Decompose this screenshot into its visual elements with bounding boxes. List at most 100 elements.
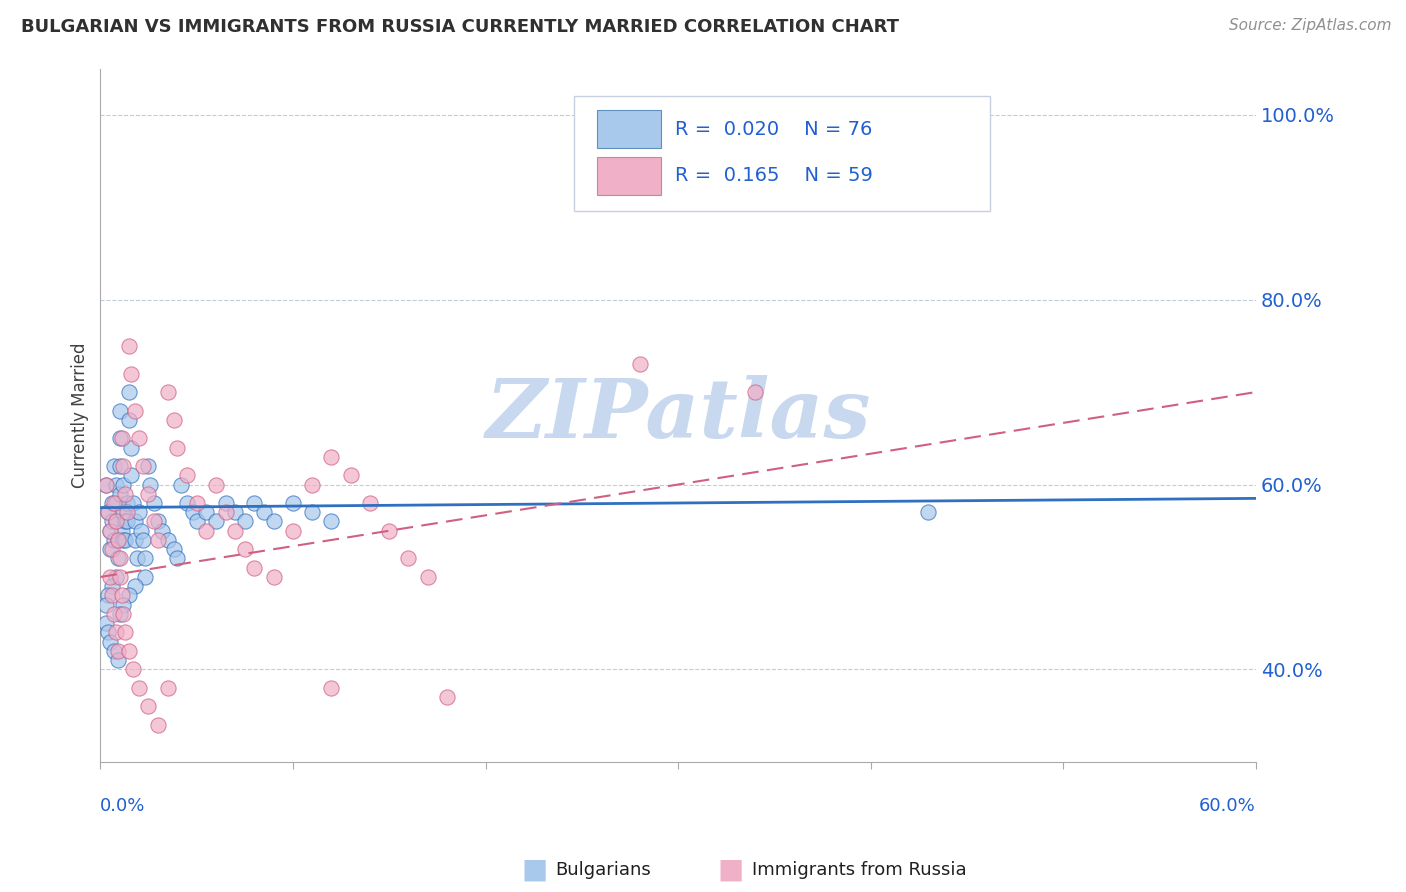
Point [233, 542, 256, 557]
Point [186, 515, 208, 529]
FancyBboxPatch shape [574, 96, 990, 211]
Point [416, 570, 439, 584]
Point [253, 505, 276, 519]
Point [107, 533, 129, 547]
Point [101, 496, 124, 510]
Point [122, 662, 145, 676]
Point [107, 653, 129, 667]
Point [628, 357, 651, 371]
Point [118, 385, 141, 400]
Text: ZIPatlas: ZIPatlas [485, 376, 870, 455]
Point [214, 496, 236, 510]
Point [128, 681, 150, 695]
Point [917, 505, 939, 519]
Text: Bulgarians: Bulgarians [555, 861, 651, 879]
Point [301, 505, 323, 519]
Text: Immigrants from Russia: Immigrants from Russia [752, 861, 967, 879]
Point [98, 570, 121, 584]
Point [156, 681, 179, 695]
FancyBboxPatch shape [598, 110, 661, 148]
Point [134, 570, 156, 584]
Point [118, 644, 141, 658]
Point [156, 533, 179, 547]
Point [146, 718, 169, 732]
Point [132, 458, 155, 473]
Point [97, 505, 120, 519]
Point [170, 477, 193, 491]
Point [110, 431, 132, 445]
Point [122, 496, 145, 510]
Point [104, 515, 127, 529]
Point [301, 477, 323, 491]
Point [112, 458, 135, 473]
Point [117, 505, 139, 519]
Text: ■: ■ [718, 855, 744, 884]
Point [124, 579, 146, 593]
Point [124, 533, 146, 547]
Point [103, 607, 125, 621]
Point [104, 625, 127, 640]
Point [98, 524, 121, 538]
FancyBboxPatch shape [598, 157, 661, 194]
Point [108, 570, 131, 584]
Text: R =  0.165    N = 59: R = 0.165 N = 59 [675, 167, 873, 186]
Point [114, 515, 136, 529]
Point [124, 515, 146, 529]
Point [176, 468, 198, 483]
Point [107, 551, 129, 566]
Point [108, 487, 131, 501]
Point [359, 496, 381, 510]
Point [110, 524, 132, 538]
Text: Source: ZipAtlas.com: Source: ZipAtlas.com [1229, 18, 1392, 33]
Point [176, 496, 198, 510]
Point [97, 589, 120, 603]
Point [104, 570, 127, 584]
Point [94, 598, 117, 612]
Point [233, 515, 256, 529]
Point [186, 496, 208, 510]
Point [114, 625, 136, 640]
Point [138, 699, 160, 714]
Point [146, 533, 169, 547]
Point [97, 625, 120, 640]
Point [117, 496, 139, 510]
Point [166, 551, 188, 566]
Point [398, 551, 420, 566]
Point [224, 505, 246, 519]
Point [134, 551, 156, 566]
Point [110, 589, 132, 603]
Point [112, 607, 135, 621]
Point [118, 339, 141, 353]
Point [243, 560, 266, 574]
Point [321, 681, 343, 695]
Point [195, 524, 218, 538]
Point [103, 533, 125, 547]
Point [162, 542, 184, 557]
Point [112, 598, 135, 612]
Point [108, 551, 131, 566]
Point [108, 607, 131, 621]
Point [104, 496, 127, 510]
Point [146, 515, 169, 529]
Point [132, 533, 155, 547]
Point [281, 496, 304, 510]
Point [166, 441, 188, 455]
Point [104, 515, 127, 529]
Point [156, 385, 179, 400]
Point [94, 477, 117, 491]
Point [143, 496, 166, 510]
Point [120, 468, 142, 483]
Point [339, 468, 361, 483]
Text: 0.0%: 0.0% [100, 797, 146, 814]
Point [118, 589, 141, 603]
Point [94, 616, 117, 631]
Point [205, 515, 228, 529]
Point [181, 505, 204, 519]
Point [281, 524, 304, 538]
Point [128, 505, 150, 519]
Point [205, 477, 228, 491]
Point [114, 533, 136, 547]
Point [94, 477, 117, 491]
Point [103, 458, 125, 473]
Point [108, 431, 131, 445]
